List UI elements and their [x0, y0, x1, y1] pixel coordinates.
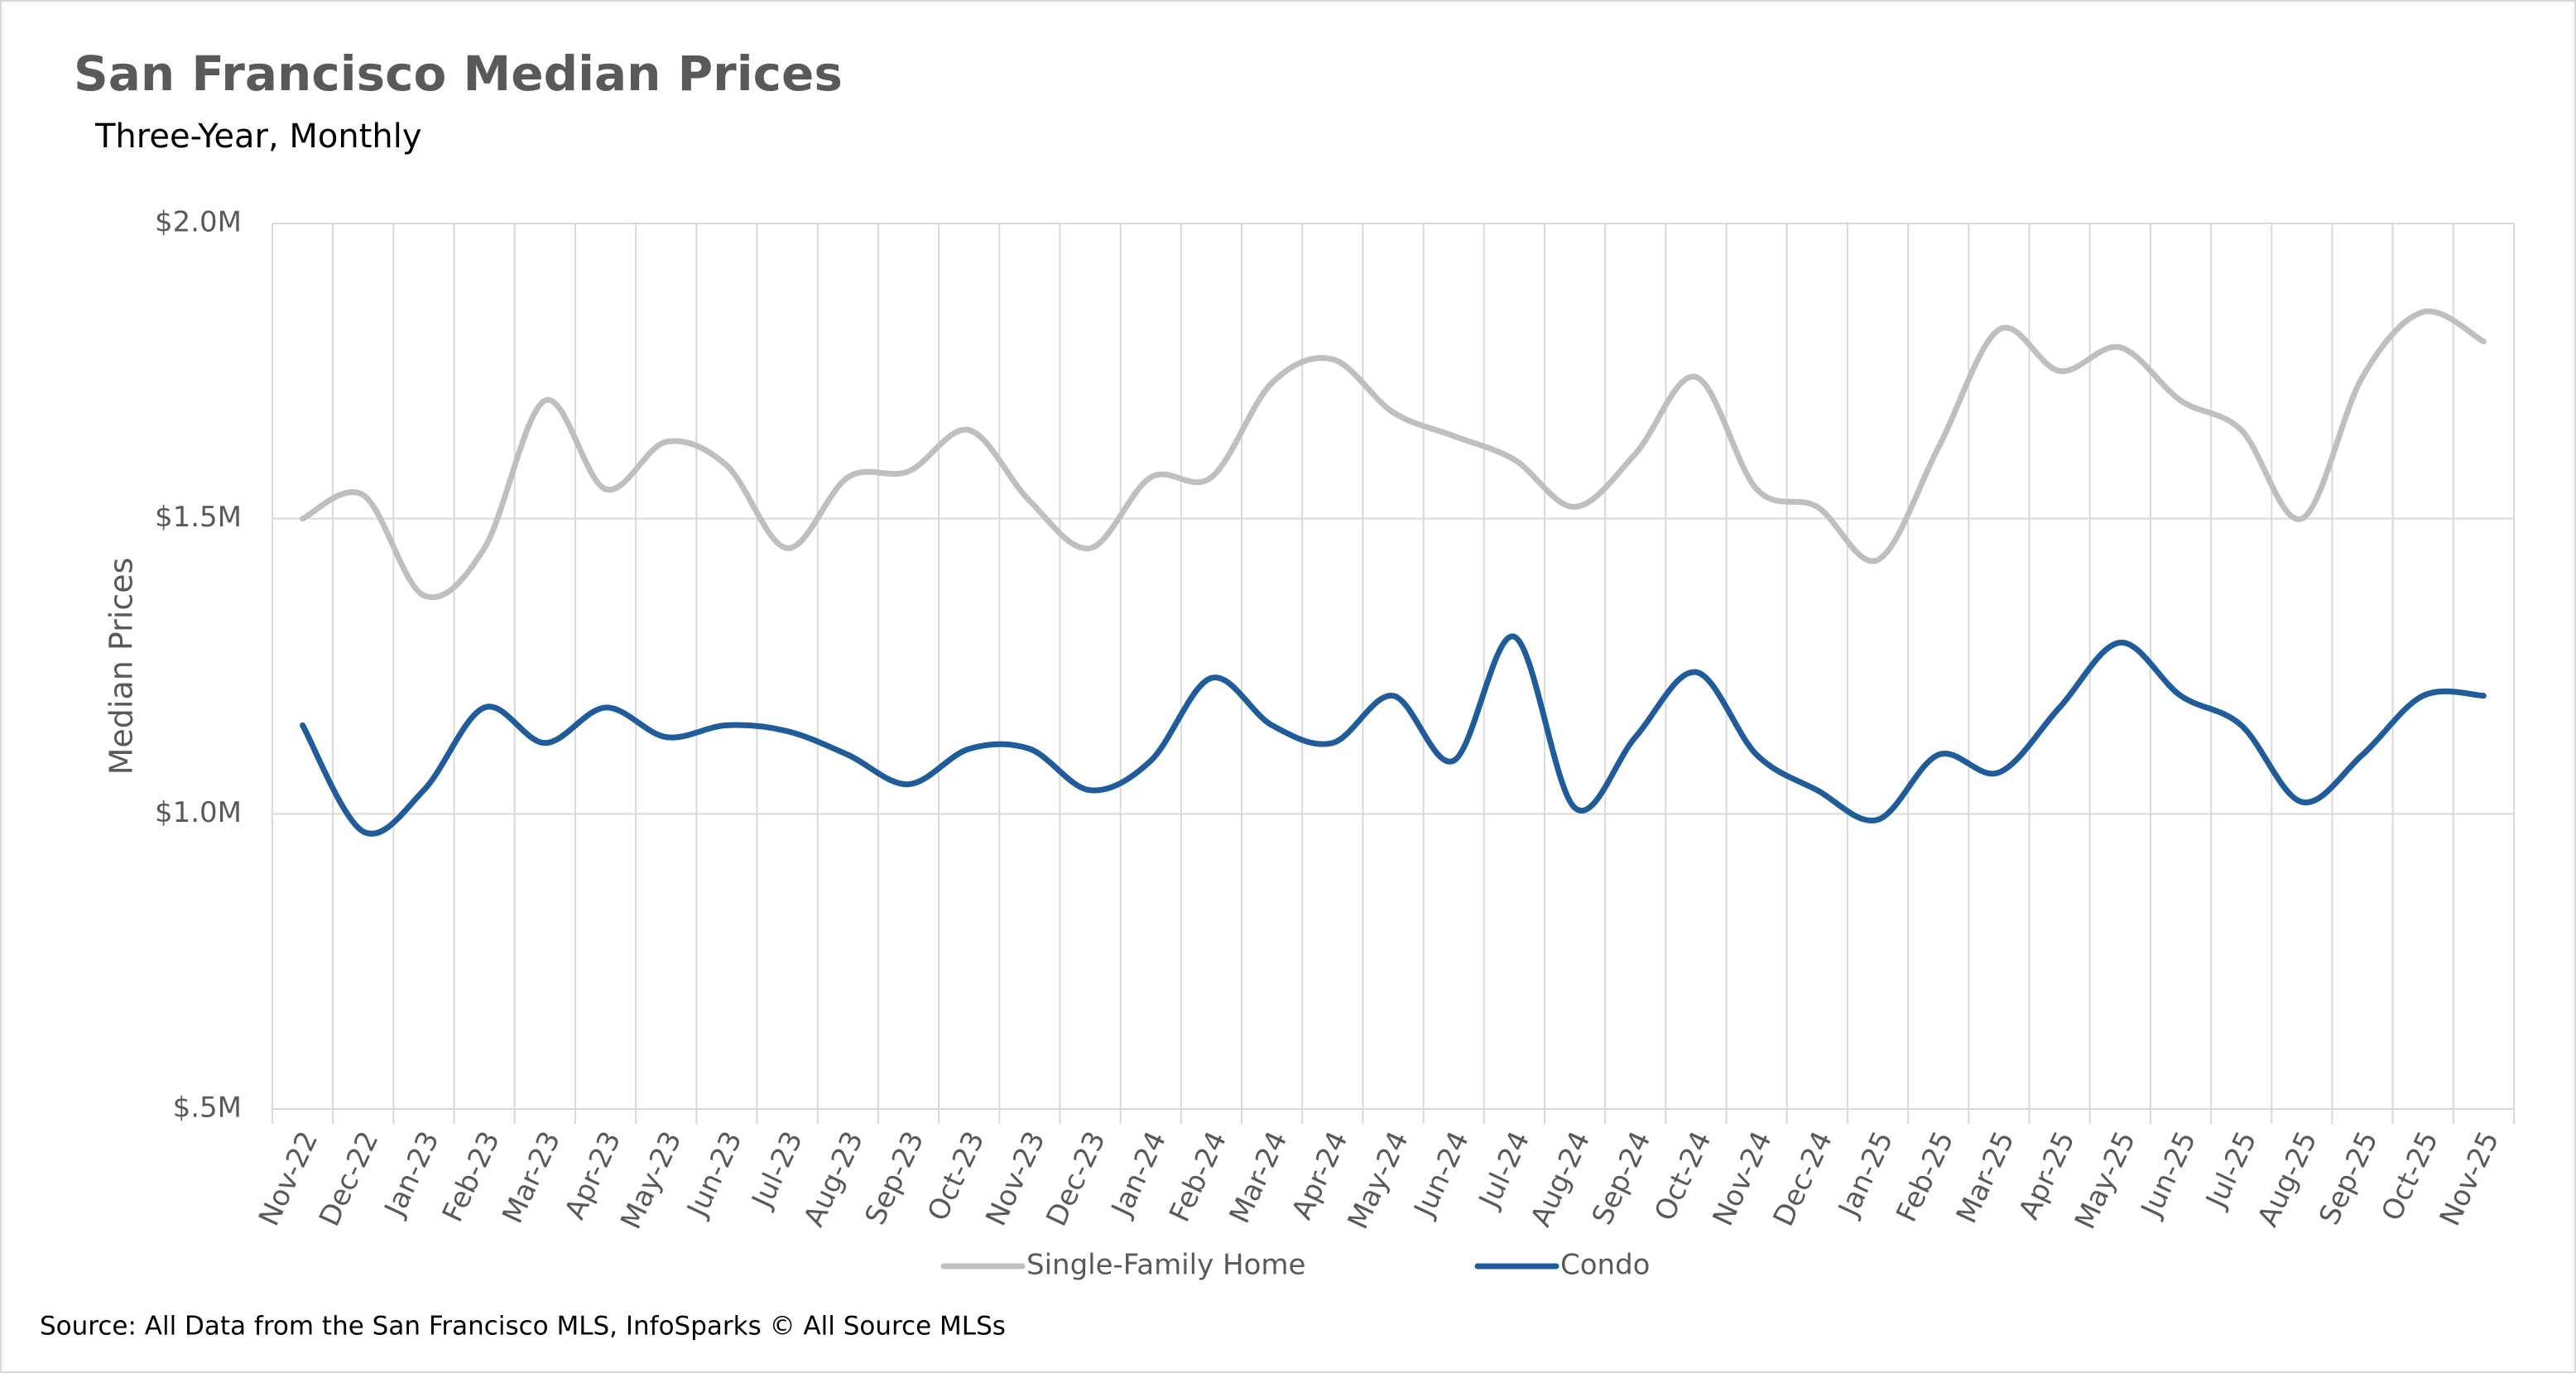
- source-note: Source: All Data from the San Francisco …: [40, 1312, 1006, 1342]
- chart-subtitle: Three-Year, Monthly: [94, 118, 422, 156]
- y-tick-label: $1.5M: [155, 501, 242, 534]
- legend-label: Single-Family Home: [1026, 1249, 1305, 1282]
- y-axis-label: Median Prices: [103, 558, 140, 775]
- series-line: [300, 308, 2487, 601]
- chart-title: San Francisco Median Prices: [74, 46, 843, 102]
- y-tick-label: $.5M: [173, 1092, 242, 1125]
- series-line: [300, 633, 2487, 837]
- legend-label: Condo: [1560, 1249, 1650, 1282]
- y-tick-label: $2.0M: [155, 206, 242, 239]
- y-tick-label: $1.0M: [155, 796, 242, 829]
